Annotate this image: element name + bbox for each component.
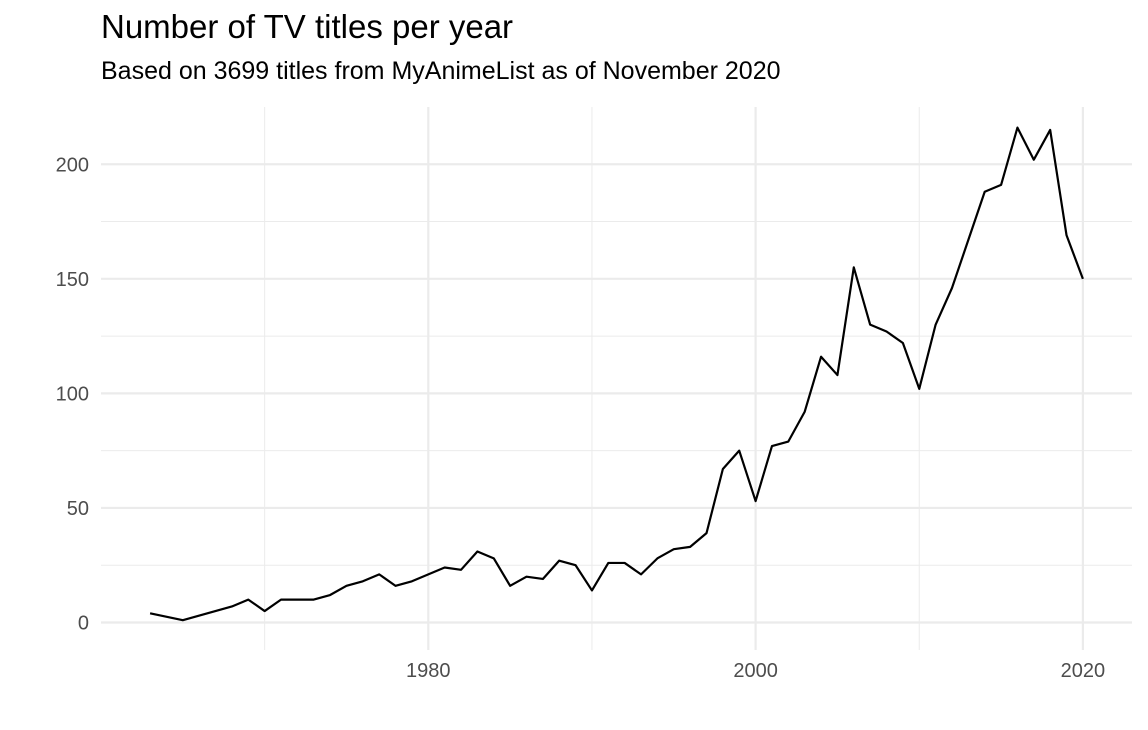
major-grid	[101, 107, 1132, 650]
y-tick-label: 150	[56, 269, 89, 291]
minor-grid	[101, 107, 1132, 650]
series-group	[149, 126, 1084, 622]
y-tick-label: 200	[56, 154, 89, 176]
y-tick-label: 0	[78, 613, 89, 635]
chart-title: Number of TV titles per year	[101, 8, 514, 45]
x-tick-label: 2020	[1061, 660, 1106, 682]
y-axis-labels: 0 50 100 150 200	[56, 154, 89, 634]
series-line	[149, 126, 1084, 622]
y-tick-label: 50	[67, 498, 89, 520]
y-tick-label: 100	[56, 383, 89, 405]
chart-subtitle: Based on 3699 titles from MyAnimeList as…	[101, 57, 781, 85]
x-tick-label: 1980	[406, 660, 451, 682]
x-axis-labels: 1980 2000 2020	[406, 660, 1105, 682]
x-tick-label: 2000	[733, 660, 778, 682]
